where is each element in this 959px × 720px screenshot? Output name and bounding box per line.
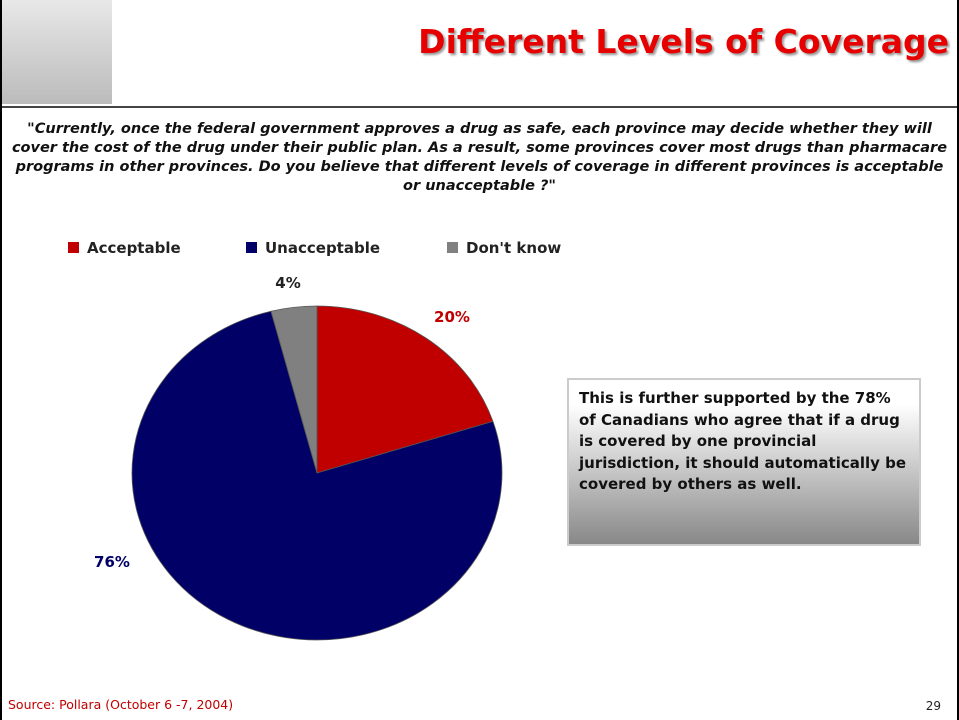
header-photo <box>2 0 112 104</box>
chart-title: Different Levels of Coverage <box>418 22 949 61</box>
pie-slice <box>316 305 494 474</box>
legend-swatch <box>68 242 79 253</box>
legend-label: Don't know <box>466 239 561 257</box>
legend-swatch <box>447 242 458 253</box>
question-text: "Currently, once the federal government … <box>11 121 948 194</box>
data-label: 4% <box>275 274 300 292</box>
page-number: 29 <box>925 699 941 713</box>
header-rule <box>2 106 957 108</box>
data-label: 76% <box>94 553 130 571</box>
pie-slice <box>131 310 503 641</box>
data-label: 20% <box>434 308 470 326</box>
pie-slice <box>270 305 318 474</box>
source: Source: Pollara (October 6 -7, 2004) <box>8 697 234 712</box>
legend-label: Unacceptable <box>265 239 380 257</box>
annotation: This is further supported by the 78% of … <box>567 378 921 546</box>
legend-label: Acceptable <box>87 239 181 257</box>
legend-swatch <box>246 242 257 253</box>
